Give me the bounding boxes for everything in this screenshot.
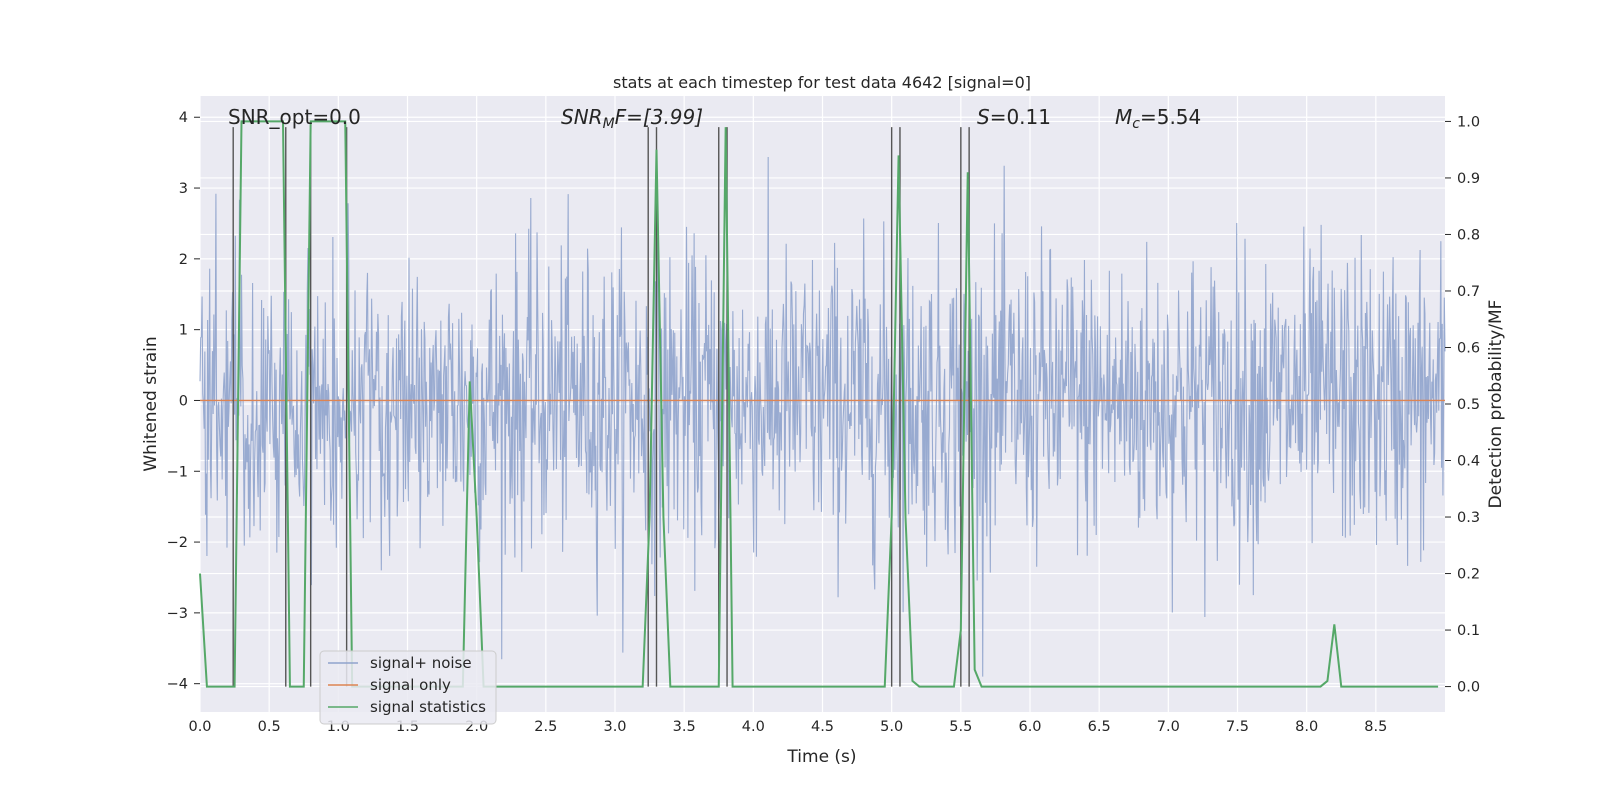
legend: signal+ noise signal only signal statist… [319, 650, 497, 725]
annotation-snr-opt: SNR_opt=0.0 [228, 105, 361, 129]
annotation-s: S=0.11 [977, 105, 1051, 129]
x-tick-label: 7.5 [1226, 719, 1249, 735]
legend-label-noise: signal+ noise [370, 654, 472, 672]
x-tick-label: 8.0 [1295, 719, 1318, 735]
x-tick-label: 3.0 [603, 719, 626, 735]
y-tick-label-left: −2 [167, 535, 188, 551]
x-axis-label: Time (s) [786, 747, 856, 767]
x-tick-label: 4.0 [742, 719, 765, 735]
y-tick-label-right: 0.5 [1457, 397, 1480, 413]
annotation-snr-mf-sub: M [603, 116, 615, 132]
y-tick-label-left: −4 [167, 677, 188, 693]
y-tick-label-right: 0.6 [1457, 340, 1480, 356]
x-tick-label: 0.0 [188, 719, 211, 735]
annotation-snr-mf: SNRMF=[3.99] [561, 105, 703, 132]
statistics-line [199, 120, 1439, 688]
y-tick-label-right: 0.9 [1457, 171, 1480, 187]
noise-series [199, 156, 1446, 677]
y-tick-label-left: 3 [179, 181, 188, 197]
legend-label-statistics: signal statistics [370, 698, 486, 716]
annotation-mc-sub: c [1132, 116, 1140, 132]
y-ticks-left: −4 −3 −2 −1 0 1 2 3 4 [167, 110, 200, 693]
y-tick-label-left: −3 [167, 606, 188, 622]
x-tick-label: 3.5 [673, 719, 696, 735]
y-axis-label-left: Whitened strain [141, 336, 161, 471]
x-tick-label: 7.0 [1157, 719, 1180, 735]
y-tick-label-right: 0.2 [1457, 567, 1480, 583]
x-tick-label: 2.5 [534, 719, 557, 735]
y-axis-label-right: Detection probability/MF [1486, 300, 1506, 509]
y-tick-label-right: 0.3 [1457, 510, 1480, 526]
y-tick-label-right: 0.4 [1457, 454, 1480, 470]
y-tick-label-right: 0.7 [1457, 284, 1480, 300]
y-tick-label-left: 4 [179, 110, 188, 126]
annotation-s-rest: =0.11 [990, 105, 1051, 129]
x-tick-label: 5.0 [880, 719, 903, 735]
y-tick-label-right: 0.1 [1457, 623, 1480, 639]
y-tick-label-right: 1.0 [1457, 114, 1480, 130]
annotation-mc-base: M [1115, 105, 1132, 129]
statistics-series [199, 120, 1439, 688]
chart-title: stats at each timestep for test data 464… [613, 73, 1031, 92]
legend-label-signal-only: signal only [370, 676, 451, 694]
y-tick-label-left: 2 [179, 252, 188, 268]
y-tick-label-left: 0 [179, 393, 188, 409]
annotation-mc: Mc=5.54 [1115, 105, 1201, 132]
x-tick-label: 6.5 [1088, 719, 1111, 735]
y-ticks-right: 0.0 0.1 0.2 0.3 0.4 0.5 0.6 0.7 0.8 0.9 1.0 [1445, 114, 1480, 696]
x-tick-label: 0.5 [258, 719, 281, 735]
x-tick-label: 6.0 [1018, 719, 1041, 735]
noise-trace [199, 156, 1446, 677]
annotation-snr-mf-base: SNR [561, 105, 603, 129]
legend-box [319, 650, 497, 725]
annotation-mc-rest: =5.54 [1140, 105, 1201, 129]
x-tick-label: 5.5 [949, 719, 972, 735]
annotation-s-base: S [977, 105, 990, 129]
y-tick-label-left: −1 [167, 464, 188, 480]
y-tick-label-left: 1 [179, 323, 188, 339]
y-tick-label-right: 0.0 [1457, 680, 1480, 696]
x-tick-label: 4.5 [811, 719, 834, 735]
y-tick-label-right: 0.8 [1457, 227, 1480, 243]
x-tick-label: 8.5 [1364, 719, 1387, 735]
annotation-snr-mf-rest: F=[3.99] [615, 105, 703, 129]
